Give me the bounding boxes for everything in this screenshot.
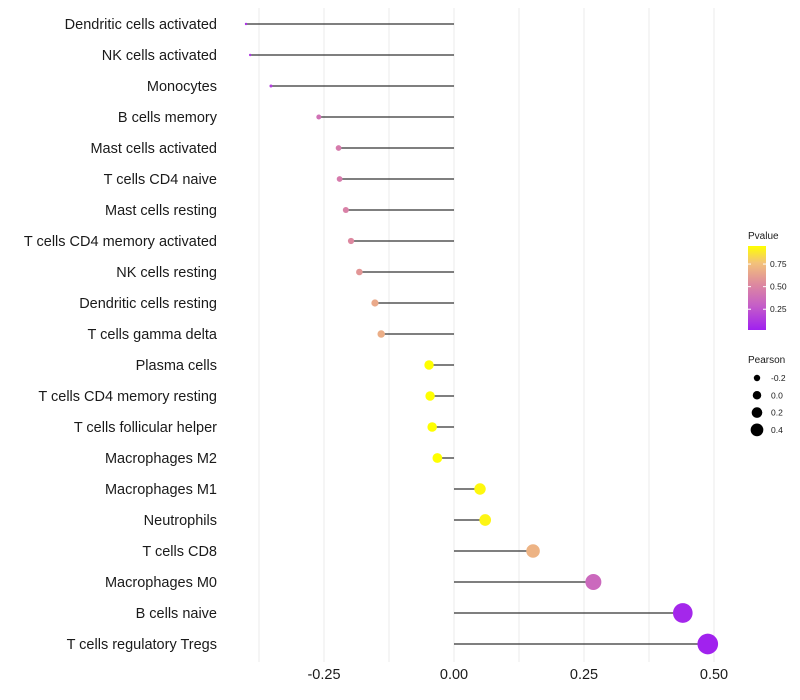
category-label: Dendritic cells activated: [65, 17, 217, 33]
point-dendritic-cells-activated: [244, 22, 248, 26]
category-label: Mast cells resting: [105, 203, 217, 219]
category-labels: Dendritic cells activated NK cells activa…: [24, 17, 218, 653]
point-macrophages-m1: [474, 483, 486, 495]
pearson-legend-items: -0.2 0.0 0.2 0.4: [750, 373, 786, 437]
point-mast-cells-resting: [342, 206, 349, 214]
x-tick-label: -0.25: [307, 667, 340, 683]
point-t-cells-cd4-memory-activated: [347, 237, 355, 245]
category-label: B cells memory: [118, 110, 218, 126]
point-macrophages-m2: [432, 453, 443, 463]
point-t-cells-regulatory-tregs: [697, 633, 719, 655]
category-label: Dendritic cells resting: [79, 296, 217, 312]
size-legend-label: -0.2: [771, 373, 786, 383]
pvalue-legend-title: Pvalue: [748, 231, 779, 242]
category-label: Mast cells activated: [90, 141, 217, 157]
size-legend-dot: [752, 391, 762, 400]
point-monocytes: [269, 84, 273, 88]
category-label: NK cells activated: [102, 48, 217, 64]
x-tick-label: 0.50: [700, 667, 728, 683]
category-label: T cells CD4 naive: [104, 172, 217, 188]
x-axis-tick-labels: -0.25 0.00 0.25 0.50: [307, 667, 728, 683]
grid-lines: [258, 8, 715, 662]
category-label: B cells naive: [136, 606, 217, 622]
point-macrophages-m0: [585, 573, 602, 591]
point-neutrophils: [479, 514, 492, 526]
size-legend-dot: [750, 423, 764, 437]
x-tick-label: 0.25: [570, 667, 598, 683]
category-label: Macrophages M0: [105, 575, 217, 591]
points: [244, 22, 719, 655]
pvalue-colorbar-ticks: 0.25 0.50 0.75: [748, 259, 787, 314]
colorbar-tick-label: 0.50: [770, 282, 787, 292]
category-label: T cells follicular helper: [74, 420, 217, 436]
category-label: T cells CD4 memory activated: [24, 234, 217, 250]
point-t-cells-follicular-helper: [427, 422, 437, 432]
category-label: Plasma cells: [136, 358, 217, 374]
size-legend-label: 0.4: [771, 425, 783, 435]
point-t-cells-gamma-delta: [377, 330, 385, 338]
size-legend-label: 0.2: [771, 408, 783, 418]
point-dendritic-cells-resting: [371, 299, 379, 307]
category-label: Macrophages M2: [105, 451, 217, 467]
point-b-cells-memory: [316, 114, 322, 120]
colorbar-tick-label: 0.25: [770, 304, 787, 314]
point-nk-cells-activated: [248, 53, 252, 57]
category-label: Monocytes: [147, 79, 217, 95]
category-label: T cells CD4 memory resting: [38, 389, 217, 405]
size-legend-label: 0.0: [771, 390, 783, 400]
point-t-cells-cd4-memory-resting: [425, 391, 435, 401]
pearson-legend-title: Pearson: [748, 355, 785, 366]
category-label: Macrophages M1: [105, 482, 217, 498]
pearson-legend: Pearson -0.2 0.0 0.2 0.4: [748, 355, 786, 437]
size-legend-dot: [751, 407, 763, 418]
colorbar-tick-label: 0.75: [770, 259, 787, 269]
point-b-cells-naive: [672, 603, 693, 623]
point-plasma-cells: [424, 360, 434, 370]
category-label: T cells regulatory Tregs: [67, 637, 217, 653]
category-label: T cells gamma delta: [88, 327, 218, 343]
stems: [246, 23, 708, 645]
category-label: NK cells resting: [116, 265, 217, 281]
point-nk-cells-resting: [356, 268, 363, 276]
point-mast-cells-activated: [335, 145, 342, 151]
point-t-cells-cd4-naive: [336, 176, 343, 182]
pvalue-legend: Pvalue 0.25 0.50 0.75: [748, 231, 787, 330]
category-label: T cells CD8: [142, 544, 217, 560]
size-legend-dot: [753, 374, 761, 382]
x-tick-label: 0.00: [440, 667, 468, 683]
category-label: Neutrophils: [144, 513, 217, 529]
point-t-cells-cd8: [526, 544, 540, 558]
pvalue-colorbar: [748, 246, 766, 330]
